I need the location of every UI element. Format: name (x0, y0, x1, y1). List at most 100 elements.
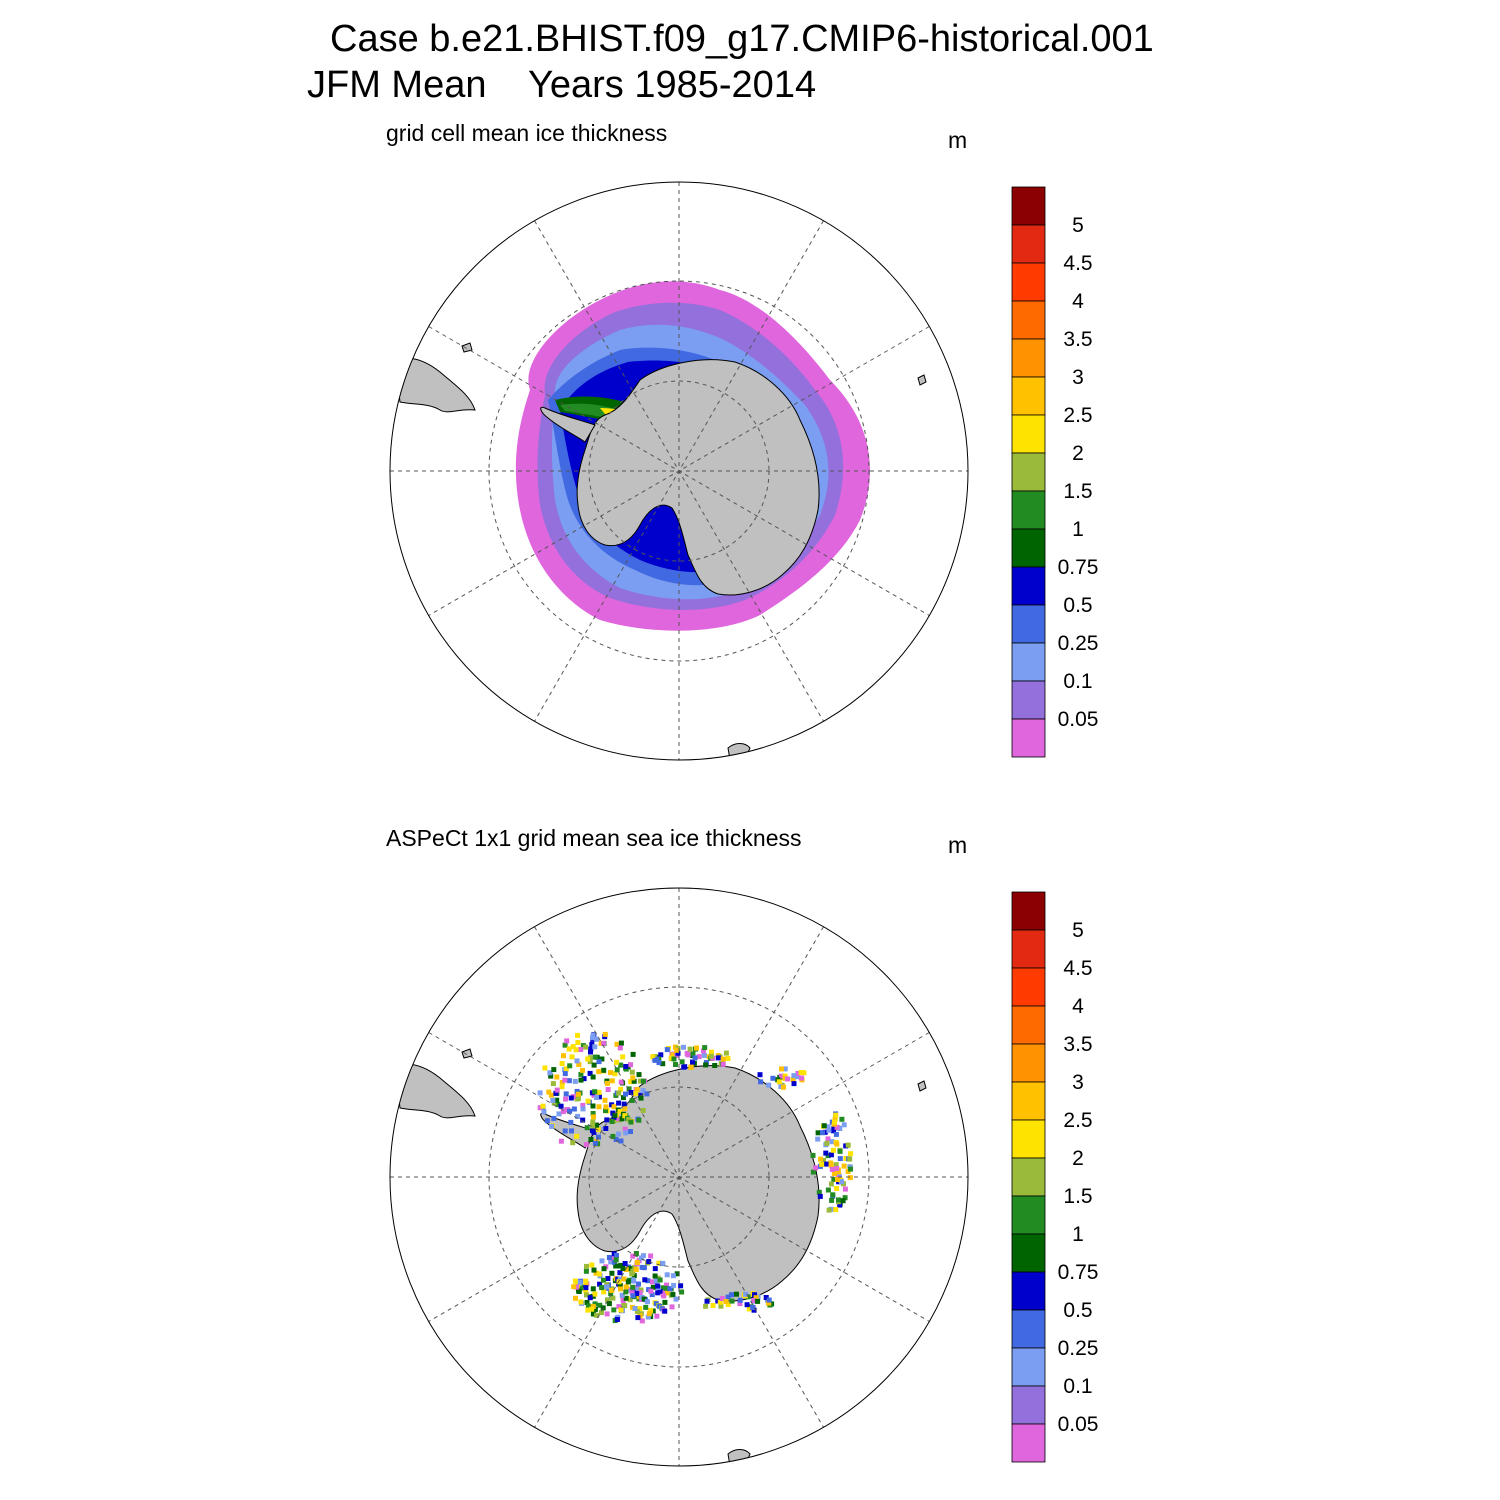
colorbar-swatch (1011, 642, 1046, 682)
colorbar-tick-label: 3 (1072, 1071, 1084, 1094)
observation-cell (670, 1273, 676, 1279)
observation-cell (572, 1078, 578, 1084)
observation-cell (656, 1260, 662, 1266)
observation-cell (829, 1197, 835, 1203)
colorbar-swatch (1011, 1081, 1046, 1121)
observation-cell (555, 1102, 561, 1108)
observation-cell (640, 1088, 646, 1094)
observation-cell (826, 1127, 832, 1133)
observation-cell (704, 1298, 710, 1304)
observation-cell (667, 1286, 673, 1292)
observation-cell (572, 1278, 578, 1284)
observation-cell (830, 1192, 836, 1198)
colorbar-tick-label: 0.5 (1063, 1299, 1092, 1322)
observation-cell (779, 1066, 784, 1072)
observation-cell (592, 1044, 598, 1050)
colorbar-swatch (1011, 891, 1046, 931)
observation-cell (657, 1277, 663, 1283)
observation-cell (590, 1111, 596, 1116)
observation-cell (560, 1109, 566, 1115)
panel2-polar-map (389, 887, 969, 1467)
observation-cell (755, 1298, 761, 1304)
observation-cell (562, 1077, 568, 1083)
colorbar-tick-label: 4.5 (1063, 252, 1092, 275)
observation-cell (573, 1047, 579, 1053)
observation-cell (629, 1069, 635, 1075)
observation-cell (847, 1156, 853, 1162)
observation-cell (830, 1147, 836, 1153)
observation-cell (599, 1258, 605, 1264)
figure-title-case: Case b.e21.BHIST.f09_g17.CMIP6-historica… (330, 18, 1154, 60)
observation-cell (834, 1186, 840, 1191)
observation-cell (622, 1113, 628, 1119)
colorbar-swatch (1011, 680, 1046, 720)
panel2-title: ASPeCt 1x1 grid mean sea ice thickness (386, 825, 802, 851)
observation-cell (776, 1079, 782, 1085)
observation-cell (594, 1122, 599, 1128)
observation-cell (799, 1075, 804, 1081)
observation-cell (563, 1096, 569, 1102)
observation-cell (599, 1310, 604, 1315)
observation-cell (592, 1054, 598, 1060)
observation-cell (606, 1301, 612, 1307)
colorbar-tick-label: 0.05 (1058, 1413, 1099, 1436)
observation-cell (609, 1288, 615, 1293)
observation-cell (725, 1056, 731, 1061)
colorbar-tick-label: 0.25 (1058, 1337, 1099, 1360)
observation-cell (554, 1074, 560, 1080)
observation-cell (641, 1253, 646, 1259)
colorbar-swatch (1011, 967, 1046, 1007)
colorbar-swatch (1011, 262, 1046, 302)
observation-cell (639, 1264, 645, 1270)
observation-cell (672, 1044, 678, 1050)
colorbar-swatch (1011, 1385, 1046, 1425)
observation-cell (847, 1175, 853, 1181)
observation-cell (829, 1139, 835, 1145)
observation-cell (568, 1119, 574, 1125)
observation-cell (679, 1289, 685, 1295)
observation-cell (596, 1089, 602, 1095)
kerguelen-island (917, 1080, 927, 1092)
observation-cell (828, 1162, 834, 1168)
observation-cell (578, 1077, 584, 1083)
observation-cell (550, 1081, 556, 1087)
panel2-colorbar: 5 4.5 4 3.5 3 2.5 2 1.5 1 0.75 0.5 0.25 0.1 0.05 (1011, 891, 1099, 1463)
observation-cell (620, 1054, 626, 1060)
colorbar-swatch (1011, 376, 1046, 416)
observation-cell (629, 1287, 634, 1293)
observation-cell (630, 1293, 636, 1299)
observation-cell (568, 1095, 574, 1101)
observation-cell (558, 1103, 564, 1109)
observation-cell (781, 1084, 786, 1090)
colorbar-swatch (1011, 414, 1046, 454)
observation-cell (801, 1070, 807, 1076)
observation-cell (646, 1259, 652, 1265)
observation-cell (664, 1285, 669, 1291)
observation-cell (618, 1086, 624, 1092)
observation-cell (757, 1072, 763, 1078)
observation-cell (717, 1299, 723, 1305)
observation-cell (605, 1276, 611, 1281)
observation-cell (580, 1106, 586, 1112)
observation-cell (613, 1136, 619, 1142)
observation-cell (813, 1165, 819, 1171)
observation-cell (623, 1066, 629, 1072)
colorbar-tick-label: 4 (1072, 290, 1084, 313)
observation-cell (637, 1306, 643, 1312)
observation-cell (690, 1051, 696, 1057)
observation-cell (719, 1296, 725, 1301)
colorbar-tick-label: 0.1 (1063, 670, 1092, 693)
observation-cell (589, 1128, 595, 1133)
observation-cell (575, 1040, 581, 1045)
observation-cell (821, 1123, 827, 1129)
observation-cell (591, 1114, 596, 1120)
observation-cell (604, 1080, 610, 1086)
observation-cell (837, 1148, 843, 1154)
observation-cell (585, 1056, 591, 1062)
colorbar-tick-label: 4.5 (1063, 957, 1092, 980)
observation-cell (617, 1045, 623, 1051)
observation-cell (583, 1281, 589, 1287)
observation-cell (671, 1056, 677, 1062)
observation-cell (588, 1049, 593, 1055)
observation-cell (842, 1195, 848, 1201)
